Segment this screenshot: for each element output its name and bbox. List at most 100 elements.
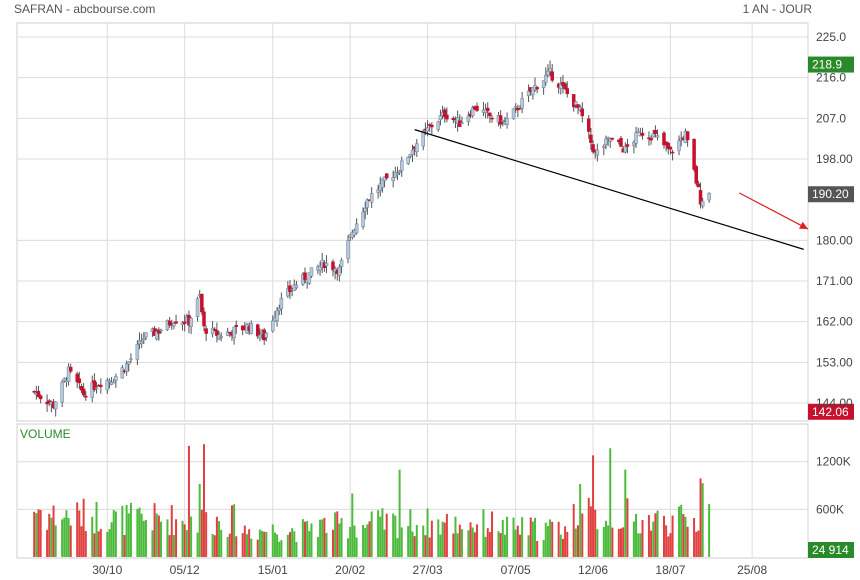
volume-bar [157,515,160,557]
volume-bar [647,515,650,557]
volume-bar [200,509,203,557]
candle-body [546,70,550,76]
candle-body [303,272,307,281]
volume-bar [46,529,49,557]
candle-body [234,324,238,327]
candle-body [200,294,204,313]
volume-bar [514,529,517,557]
candle-body [694,166,698,184]
price-panel [16,22,809,422]
candle-body [129,358,133,361]
trend-line [414,129,804,250]
candle-body [421,130,425,147]
candle-body [470,107,475,116]
candle-body [182,321,187,324]
candle-body [142,338,146,341]
volume-bar [218,521,221,557]
volume-bar [527,535,530,557]
candle-body [107,380,112,383]
volume-bar [63,517,66,557]
volume-bar [452,533,455,557]
price-tick-label: 225.0 [816,30,846,44]
candle-body [346,240,350,259]
candle-body [670,151,675,154]
candle-body [53,401,58,410]
volume-bar [91,516,94,557]
volume-bar [409,509,412,557]
volume-bar [336,511,339,557]
volume-bar [288,532,291,557]
volume-bar [475,524,478,557]
price-tick-label: 216.0 [816,71,846,85]
volume-bar [516,525,519,557]
volume-bar [611,527,614,557]
x-tick-label: 12/06 [578,563,608,577]
volume-bar [69,525,72,557]
volume-bar [579,483,582,557]
volume-bar [589,506,592,557]
volume-bar [454,516,457,557]
candle-body [195,298,200,317]
candle-body [109,381,114,385]
volume-bar [445,513,448,557]
candle-body [677,140,681,151]
candle-body [127,361,131,365]
x-tick-label: 18/07 [655,563,685,577]
candle-body [92,380,97,390]
volume-bar [310,523,313,557]
candle-body [651,133,655,138]
candle-body [90,382,94,398]
volume-bar [471,527,474,557]
volume-bar [604,520,607,557]
volume-bar [278,541,281,557]
volume-bar [596,529,599,557]
candle-body [455,117,460,125]
candle-body [361,211,365,228]
volume-bar [121,505,124,557]
candle-body [159,329,163,332]
candle-body [288,285,292,293]
volume-bar [506,516,509,557]
volume-bar [39,509,42,557]
candle-body [354,223,359,234]
candle-body [215,330,219,336]
volume-bar [536,540,539,557]
volume-bar [682,513,685,557]
volume-bar [142,520,145,557]
volume-bar [622,527,625,557]
candle-body [460,122,464,124]
volume-bar [76,502,79,557]
volume-bar [564,526,567,557]
candle-body [571,94,576,108]
volume-bar [33,511,36,557]
candle-body [445,114,449,120]
candle-body [309,267,314,277]
candle-body [400,160,404,171]
volume-bar [308,531,311,557]
volume-bar [546,526,549,557]
price-badge-label: 190.20 [812,187,849,201]
volume-bar [518,534,521,557]
volume-bar [301,519,304,557]
candle-body [511,108,516,120]
volume-bar [512,517,515,557]
volume-bar [473,532,476,557]
candle-body [490,117,494,120]
candle-body [610,137,615,140]
volume-bar [443,522,446,557]
volume-bar [35,513,38,557]
candle-body [139,341,144,344]
volume-bar [203,444,206,557]
volume-bar [686,526,689,557]
volume-bar [503,534,506,557]
volume-bar [65,510,68,557]
volume-bar [607,525,610,557]
volume-bar [187,445,190,557]
volume-bar [48,513,51,557]
candle-body [382,176,387,182]
volume-bar [396,538,399,557]
volume-bar [125,504,128,557]
volume-bar [501,519,504,557]
candle-body [81,388,86,396]
candle-body [501,120,505,122]
